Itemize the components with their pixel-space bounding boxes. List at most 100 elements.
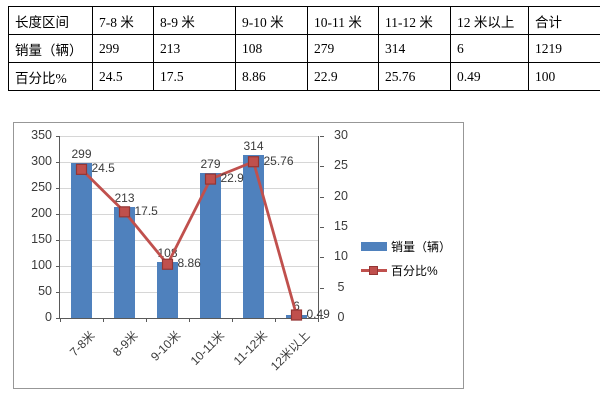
table-cell: 299 [92,34,154,63]
y-axis-left-tick-label: 350 [31,128,52,142]
bottom-axis-line [59,318,318,320]
right-axis-tick [320,318,324,319]
x-axis-category-label: 12米以上 [268,328,313,374]
line-marker [161,258,174,270]
gridline [60,292,318,293]
y-axis-right-tick-label: 30 [334,128,348,142]
table-row: 百分比% 24.5 17.5 8.86 22.9 25.76 0.49 100 [8,62,600,91]
left-axis-tick [56,188,59,189]
y-axis-left-tick-label: 100 [31,258,52,272]
sales-bar [200,172,221,318]
bar-value-label: 213 [114,191,135,206]
right-axis-tick [320,227,324,228]
decor: 长度区间 7-8 米 8-9 米 9-10 米 10-11 米 11-12 米 12 米以上… [8,6,600,91]
pct-value-label: 0.49 [306,307,330,322]
y-axis-right-tick-label: 5 [337,279,345,294]
x-axis-tick [232,318,233,322]
x-axis-category-label: 9-10米 [148,328,184,364]
legend-label: 销量（辆） [391,239,452,254]
bar-value-label: 299 [71,146,92,161]
table-cell: 6 [450,34,529,63]
legend-line-swatch-icon [361,265,387,276]
row-header-cell: 销量（辆） [8,34,93,63]
table-cell: 279 [307,34,379,63]
x-axis-tick [189,318,190,322]
table-cell: 12 米以上 [450,6,529,35]
table-cell: 9-10 米 [235,6,308,35]
right-axis-tick [320,287,324,289]
table-cell: 25.76 [378,62,451,91]
gridline [60,188,318,189]
x-axis-category-label: 10-11米 [187,328,227,368]
table-cell: 100 [528,62,600,91]
gridline [60,136,318,137]
legend-item: 百分比% [361,258,451,282]
pct-value-label: 8.86 [177,256,201,271]
bar-value-label: 314 [243,138,264,153]
y-axis-left-tick-label: 0 [45,310,52,324]
y-axis-left-tick-label: 300 [31,154,52,168]
left-axis-tick [56,292,59,293]
sales-bar [71,162,92,318]
table-row: 长度区间 7-8 米 8-9 米 9-10 米 10-11 米 11-12 米 12 米以上… [8,6,600,35]
legend-label: 百分比% [391,263,438,278]
gridline [60,162,318,163]
y-axis-left-tick-label: 150 [31,232,52,246]
row-header-cell: 长度区间 [8,6,93,35]
y-axis-right-tick-label: 15 [334,219,348,233]
table-cell: 108 [235,34,308,63]
table-cell: 24.5 [92,62,154,91]
y-axis-right-tick-label: 0 [337,310,345,324]
left-axis-tick [56,266,59,267]
left-axis-tick [56,162,59,163]
bar-value-label: 279 [200,156,221,171]
y-axis-left-tick-label: 250 [31,180,52,194]
gridline [60,266,318,267]
table-cell: 10-11 米 [307,6,379,35]
legend-marker-icon [369,265,378,275]
y-axis-right-tick-label: 20 [334,188,348,203]
table-cell: 7-8 米 [92,6,154,35]
gridline [60,240,318,241]
pct-value-label: 25.76 [263,153,294,168]
table-cell: 1219 [528,34,600,63]
line-marker [290,309,303,321]
legend: 销量（辆） 百分比% [361,234,451,282]
right-axis-tick [320,196,324,198]
right-axis-tick [320,136,324,137]
table-cell: 213 [153,34,236,63]
x-axis-tick [318,318,319,322]
left-axis-tick [56,240,59,241]
y-axis-right-tick-label: 25 [334,158,348,173]
left-axis-tick [56,214,59,215]
line-marker [118,206,131,218]
x-axis-tick [275,318,276,322]
x-axis-tick [146,318,147,322]
gridline [60,214,318,215]
line-marker [204,173,217,185]
pct-value-label: 17.5 [134,203,158,218]
x-axis-tick [103,318,104,322]
left-axis-line [59,136,61,318]
x-axis-tick [60,318,61,322]
sales-bar [157,261,178,318]
table-cell: 314 [378,34,451,63]
sales-bar [114,207,135,318]
line-marker [247,156,260,168]
x-axis-category-label: 7-8米 [67,328,98,360]
x-axis-category-label: 8-9米 [110,328,141,360]
y-axis-left-tick-label: 50 [38,284,52,298]
table-cell: 11-12 米 [378,6,451,35]
sales-bar [243,154,264,318]
pct-value-label: 24.5 [91,161,115,176]
data-table: 长度区间 7-8 米 8-9 米 9-10 米 10-11 米 11-12 米 12 米以上… [8,6,600,91]
percentage-line [80,159,298,316]
y-axis-right-tick-label: 10 [334,249,348,264]
table-cell: 0.49 [450,62,529,91]
table-cell: 8-9 米 [153,6,236,35]
left-axis-tick [56,136,59,137]
line-marker [75,163,88,175]
y-axis-left-tick-label: 200 [31,206,52,220]
legend-bar-swatch-icon [361,241,387,251]
